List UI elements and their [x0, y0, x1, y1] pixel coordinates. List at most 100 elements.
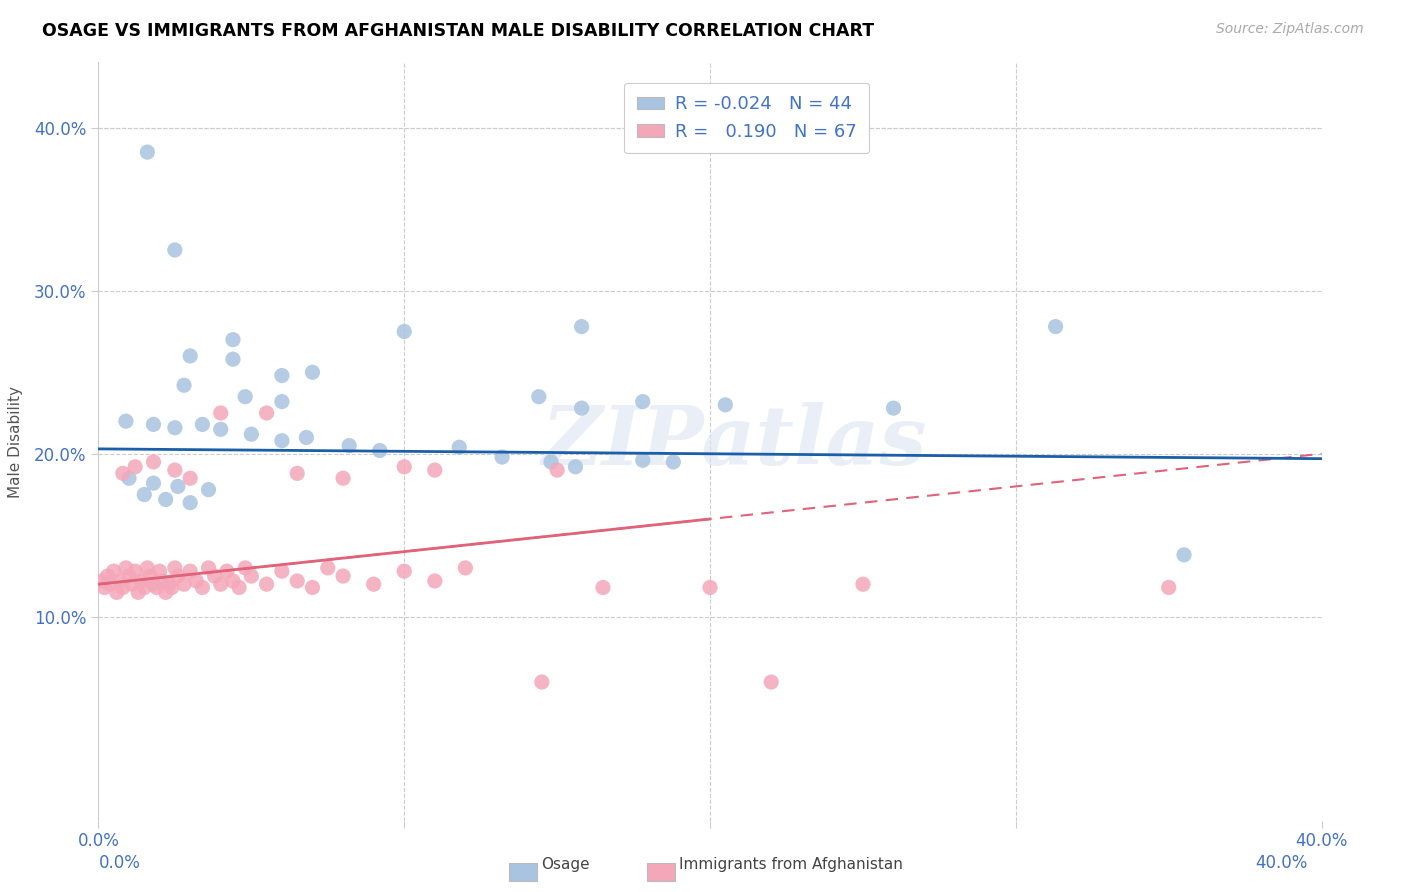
- Point: [97, 569, 120, 583]
- Point: [546, 463, 568, 477]
- Point: [222, 333, 245, 347]
- Point: [204, 569, 226, 583]
- Point: [93, 581, 115, 595]
- Point: [179, 471, 201, 485]
- Point: [115, 561, 138, 575]
- Point: [142, 455, 165, 469]
- Point: [332, 569, 354, 583]
- Point: [124, 564, 146, 578]
- Point: [592, 581, 614, 595]
- Point: [527, 390, 550, 404]
- Point: [423, 574, 446, 588]
- Point: [134, 487, 156, 501]
- Point: [118, 471, 141, 485]
- Point: [124, 459, 146, 474]
- Point: [215, 564, 238, 578]
- Point: [1173, 548, 1195, 562]
- Point: [699, 581, 721, 595]
- Point: [1045, 319, 1067, 334]
- Point: [111, 581, 134, 595]
- Point: [103, 564, 125, 578]
- Point: [209, 422, 232, 436]
- Point: [301, 581, 323, 595]
- Point: [136, 561, 159, 575]
- Point: [163, 243, 186, 257]
- Point: [337, 439, 360, 453]
- Point: [571, 401, 593, 416]
- Point: [564, 459, 586, 474]
- Point: [270, 394, 292, 409]
- Point: [662, 455, 685, 469]
- Text: 0.0%: 0.0%: [98, 855, 141, 872]
- Point: [332, 471, 354, 485]
- Point: [392, 564, 416, 578]
- Point: [118, 569, 141, 583]
- Point: [121, 577, 143, 591]
- Point: [155, 492, 177, 507]
- Point: [228, 581, 250, 595]
- Point: [714, 398, 737, 412]
- Point: [759, 675, 782, 690]
- Point: [163, 561, 186, 575]
- Point: [100, 577, 122, 591]
- Point: [240, 427, 263, 442]
- Point: [197, 483, 219, 497]
- Point: [191, 581, 214, 595]
- Point: [256, 406, 278, 420]
- Point: [142, 476, 165, 491]
- Legend: R = -0.024   N = 44, R =   0.190   N = 67: R = -0.024 N = 44, R = 0.190 N = 67: [624, 83, 869, 153]
- Point: [90, 574, 112, 588]
- Point: [142, 417, 165, 432]
- Point: [149, 564, 172, 578]
- Point: [145, 581, 167, 595]
- Point: [631, 453, 654, 467]
- Point: [139, 569, 162, 583]
- Point: [233, 390, 256, 404]
- Point: [186, 574, 208, 588]
- Text: OSAGE VS IMMIGRANTS FROM AFGHANISTAN MALE DISABILITY CORRELATION CHART: OSAGE VS IMMIGRANTS FROM AFGHANISTAN MAL…: [42, 22, 875, 40]
- Point: [105, 585, 128, 599]
- Point: [209, 577, 232, 591]
- Point: [155, 585, 177, 599]
- Point: [454, 561, 477, 575]
- Point: [179, 349, 201, 363]
- Point: [631, 394, 654, 409]
- Point: [167, 569, 190, 583]
- Text: Osage: Osage: [541, 857, 591, 872]
- Point: [270, 564, 292, 578]
- Point: [134, 581, 156, 595]
- Point: [111, 467, 134, 481]
- Point: [285, 574, 308, 588]
- Point: [179, 496, 201, 510]
- Point: [127, 585, 149, 599]
- Point: [222, 352, 245, 367]
- Text: Source: ZipAtlas.com: Source: ZipAtlas.com: [1216, 22, 1364, 37]
- Point: [233, 561, 256, 575]
- Point: [191, 417, 214, 432]
- Point: [136, 145, 159, 160]
- Point: [540, 455, 562, 469]
- Point: [240, 569, 263, 583]
- Point: [115, 414, 138, 428]
- Point: [209, 406, 232, 420]
- Point: [363, 577, 385, 591]
- Point: [270, 434, 292, 448]
- Point: [270, 368, 292, 383]
- Point: [152, 574, 174, 588]
- Point: [491, 450, 513, 464]
- Y-axis label: Male Disability: Male Disability: [8, 385, 22, 498]
- Point: [197, 561, 219, 575]
- Point: [392, 325, 416, 339]
- Point: [256, 577, 278, 591]
- Point: [285, 467, 308, 481]
- Point: [449, 440, 471, 454]
- Point: [316, 561, 339, 575]
- Point: [173, 378, 195, 392]
- Point: [173, 577, 195, 591]
- Text: ZIPatlas: ZIPatlas: [541, 401, 927, 482]
- Point: [571, 319, 593, 334]
- Text: 40.0%: 40.0%: [1256, 855, 1308, 872]
- Point: [160, 581, 183, 595]
- Point: [883, 401, 905, 416]
- Text: Immigrants from Afghanistan: Immigrants from Afghanistan: [679, 857, 903, 872]
